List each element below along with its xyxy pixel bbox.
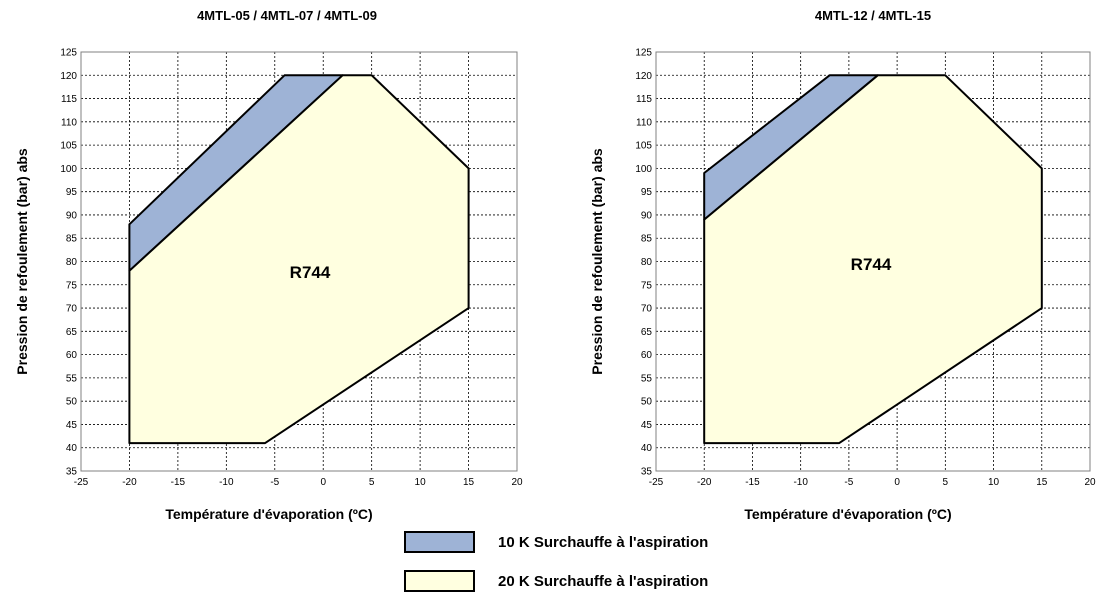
y-tick-label: 105: [635, 141, 652, 152]
y-tick-label: 95: [641, 187, 653, 198]
x-tick-label: 15: [463, 477, 475, 488]
y-tick-label: 65: [641, 327, 653, 338]
x-tick-label: -25: [649, 477, 664, 488]
y-tick-label: 70: [66, 304, 78, 315]
y-axis-title: Pression de refoulement (bar) abs: [589, 148, 605, 375]
plot-border: [655, 51, 1091, 472]
y-tick-label: 40: [66, 443, 78, 454]
y-tick-label: 90: [66, 210, 78, 221]
x-tick-label: -25: [74, 477, 89, 488]
x-tick-label: -10: [793, 477, 808, 488]
chart-title: 4MTL-12 / 4MTL-15: [815, 8, 931, 23]
x-axis-title: Température d'évaporation (ºC): [744, 506, 951, 522]
x-tick-label: -10: [219, 477, 234, 488]
y-tick-label: 125: [635, 48, 652, 59]
x-tick-label: 20: [511, 477, 523, 488]
x-tick-label: 0: [894, 477, 900, 488]
y-tick-label: 40: [641, 443, 653, 454]
y-tick-label: 100: [60, 164, 77, 175]
y-tick-label: 75: [641, 280, 653, 291]
y-tick-label: 120: [635, 71, 652, 82]
y-tick-label: 80: [66, 257, 78, 268]
legend-swatch-20k: [404, 570, 475, 592]
y-tick-label: 60: [66, 350, 78, 361]
y-tick-label: 100: [635, 164, 652, 175]
y-tick-label: 75: [66, 280, 78, 291]
x-tick-label: -5: [270, 477, 279, 488]
y-axis-title: Pression de refoulement (bar) abs: [14, 148, 30, 375]
legend-swatch-10k: [404, 531, 475, 553]
x-tick-label: -15: [171, 477, 186, 488]
x-tick-label: 15: [1036, 477, 1048, 488]
legend-label-10k: 10 K Surchauffe à l'aspiration: [498, 533, 709, 551]
legend-item-20k: 20 K Surchauffe à l'aspiration: [404, 570, 708, 592]
x-tick-label: 5: [943, 477, 949, 488]
envelope-20k: [128, 74, 470, 445]
x-tick-label: -15: [745, 477, 760, 488]
y-tick-label: 125: [60, 48, 77, 59]
y-tick-label: 85: [66, 234, 78, 245]
y-tick-label: 50: [641, 397, 653, 408]
y-tick-label: 115: [61, 94, 77, 105]
x-tick-label: -20: [697, 477, 712, 488]
y-tick-label: 55: [641, 373, 653, 384]
y-tick-label: 95: [66, 187, 78, 198]
y-tick-label: 35: [66, 467, 78, 478]
x-tick-label: 10: [415, 477, 427, 488]
legend-label-20k: 20 K Surchauffe à l'aspiration: [498, 572, 709, 590]
y-tick-label: 70: [641, 304, 653, 315]
region-label-r744: R744: [851, 255, 892, 274]
y-tick-label: 85: [641, 234, 653, 245]
y-tick-label: 90: [641, 210, 653, 221]
legend-item-10k: 10 K Surchauffe à l'aspiration: [404, 531, 708, 553]
y-tick-label: 80: [641, 257, 653, 268]
y-tick-label: 45: [66, 420, 78, 431]
plot-border: [80, 51, 518, 472]
y-tick-label: 105: [60, 141, 77, 152]
region-label-r744: R744: [290, 263, 331, 282]
y-tick-label: 60: [641, 350, 653, 361]
y-tick-label: 110: [61, 117, 77, 128]
x-tick-label: 10: [988, 477, 1000, 488]
y-tick-label: 120: [60, 71, 77, 82]
y-tick-label: 115: [636, 94, 652, 105]
y-tick-label: 45: [641, 420, 653, 431]
x-axis-title: Température d'évaporation (ºC): [165, 506, 372, 522]
y-tick-label: 50: [66, 397, 78, 408]
y-tick-label: 35: [641, 467, 653, 478]
x-tick-label: 5: [369, 477, 375, 488]
x-tick-label: 20: [1084, 477, 1096, 488]
y-tick-label: 65: [66, 327, 78, 338]
chart-1: 3540455055606570758085909510010511011512…: [14, 8, 523, 522]
x-tick-label: -20: [122, 477, 137, 488]
chart-title: 4MTL-05 / 4MTL-07 / 4MTL-09: [197, 8, 377, 23]
x-tick-label: 0: [320, 477, 326, 488]
y-tick-label: 55: [66, 373, 78, 384]
x-tick-label: -5: [844, 477, 853, 488]
envelope-20k: [703, 74, 1043, 445]
y-tick-label: 110: [636, 117, 652, 128]
chart-2: 3540455055606570758085909510010511011512…: [589, 8, 1096, 522]
